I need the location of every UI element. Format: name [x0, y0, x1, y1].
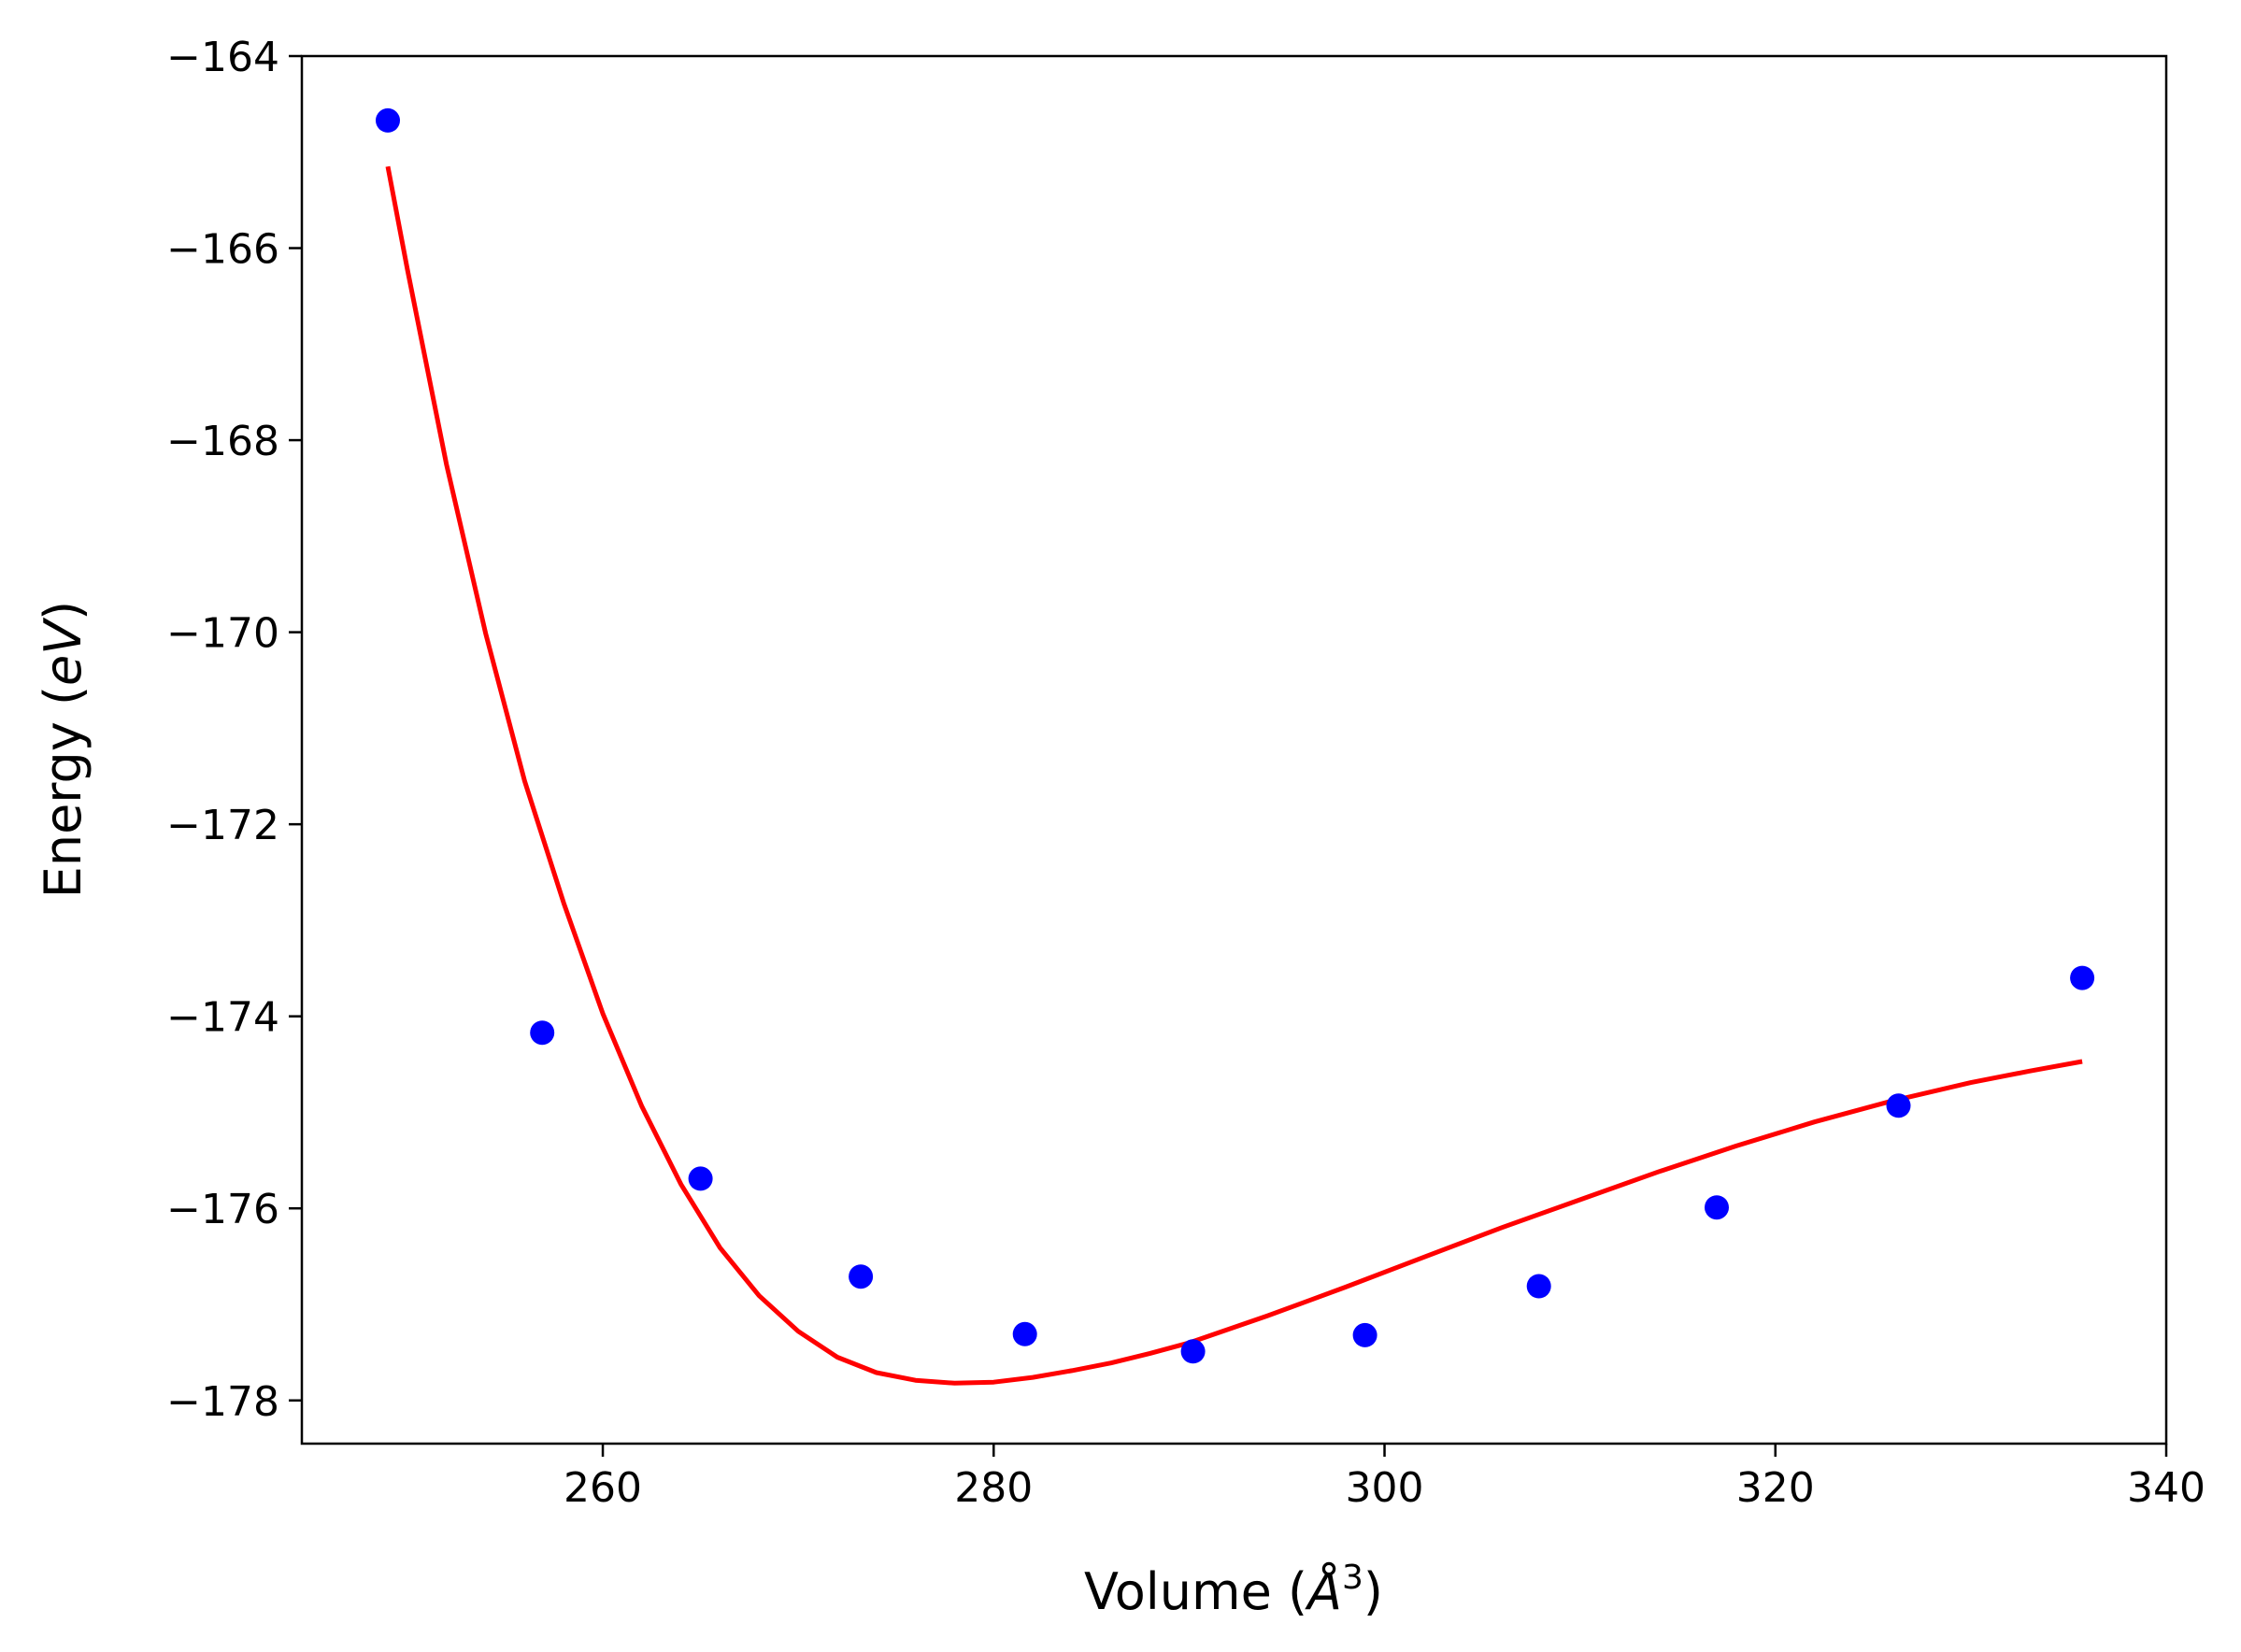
data-point	[1886, 1093, 1911, 1118]
y-axis-label-prefix: Energy (	[34, 686, 93, 898]
x-tick-label: 260	[564, 1464, 642, 1512]
y-tick-label: −174	[166, 994, 279, 1042]
x-axis-label-exponent: 3	[1342, 1559, 1363, 1597]
y-tick-label: −168	[166, 418, 279, 465]
plot-area	[302, 56, 2166, 1444]
fit-curve-layer	[385, 165, 2083, 1386]
data-point	[688, 1166, 713, 1191]
data-point	[1705, 1195, 1729, 1220]
y-tick-label: −166	[166, 226, 279, 274]
data-point	[849, 1264, 874, 1289]
y-axis-label: Energy (eV)	[34, 601, 93, 899]
y-axis-label-unit: eV	[34, 617, 93, 686]
data-point	[2070, 965, 2095, 990]
y-axis-label-suffix: )	[34, 601, 93, 620]
x-axis-label-symbol: Å	[1305, 1561, 1342, 1621]
y-tick-label: −172	[166, 802, 279, 849]
x-tick-label: 280	[954, 1464, 1033, 1512]
x-tick-label: 320	[1736, 1464, 1815, 1512]
data-point	[1012, 1321, 1037, 1346]
y-axis-ticks: −164 −166 −168 −170 −172 −174 −176 −178	[166, 34, 302, 1426]
data-point	[376, 107, 400, 133]
y-tick-label: −170	[166, 610, 279, 658]
x-axis-label-suffix: )	[1363, 1562, 1383, 1621]
data-point	[1352, 1322, 1377, 1347]
x-axis-ticks: 260 280 300 320 340	[564, 1444, 2205, 1512]
data-point	[530, 1020, 555, 1046]
y-tick-label: −178	[166, 1378, 279, 1426]
fit-curve-line	[385, 165, 2083, 1386]
y-tick-label: −164	[166, 34, 279, 81]
x-tick-label: 300	[1346, 1464, 1424, 1512]
x-axis-label: Volume (Å3)	[1084, 1559, 1383, 1621]
plot-frame	[300, 54, 2168, 1446]
x-axis-label-prefix: Volume (	[1084, 1562, 1307, 1621]
data-point	[1526, 1274, 1551, 1299]
y-tick-label: −176	[166, 1186, 279, 1233]
data-point	[1180, 1339, 1206, 1364]
data-points-layer	[376, 107, 2095, 1364]
x-tick-label: 340	[2127, 1464, 2205, 1512]
